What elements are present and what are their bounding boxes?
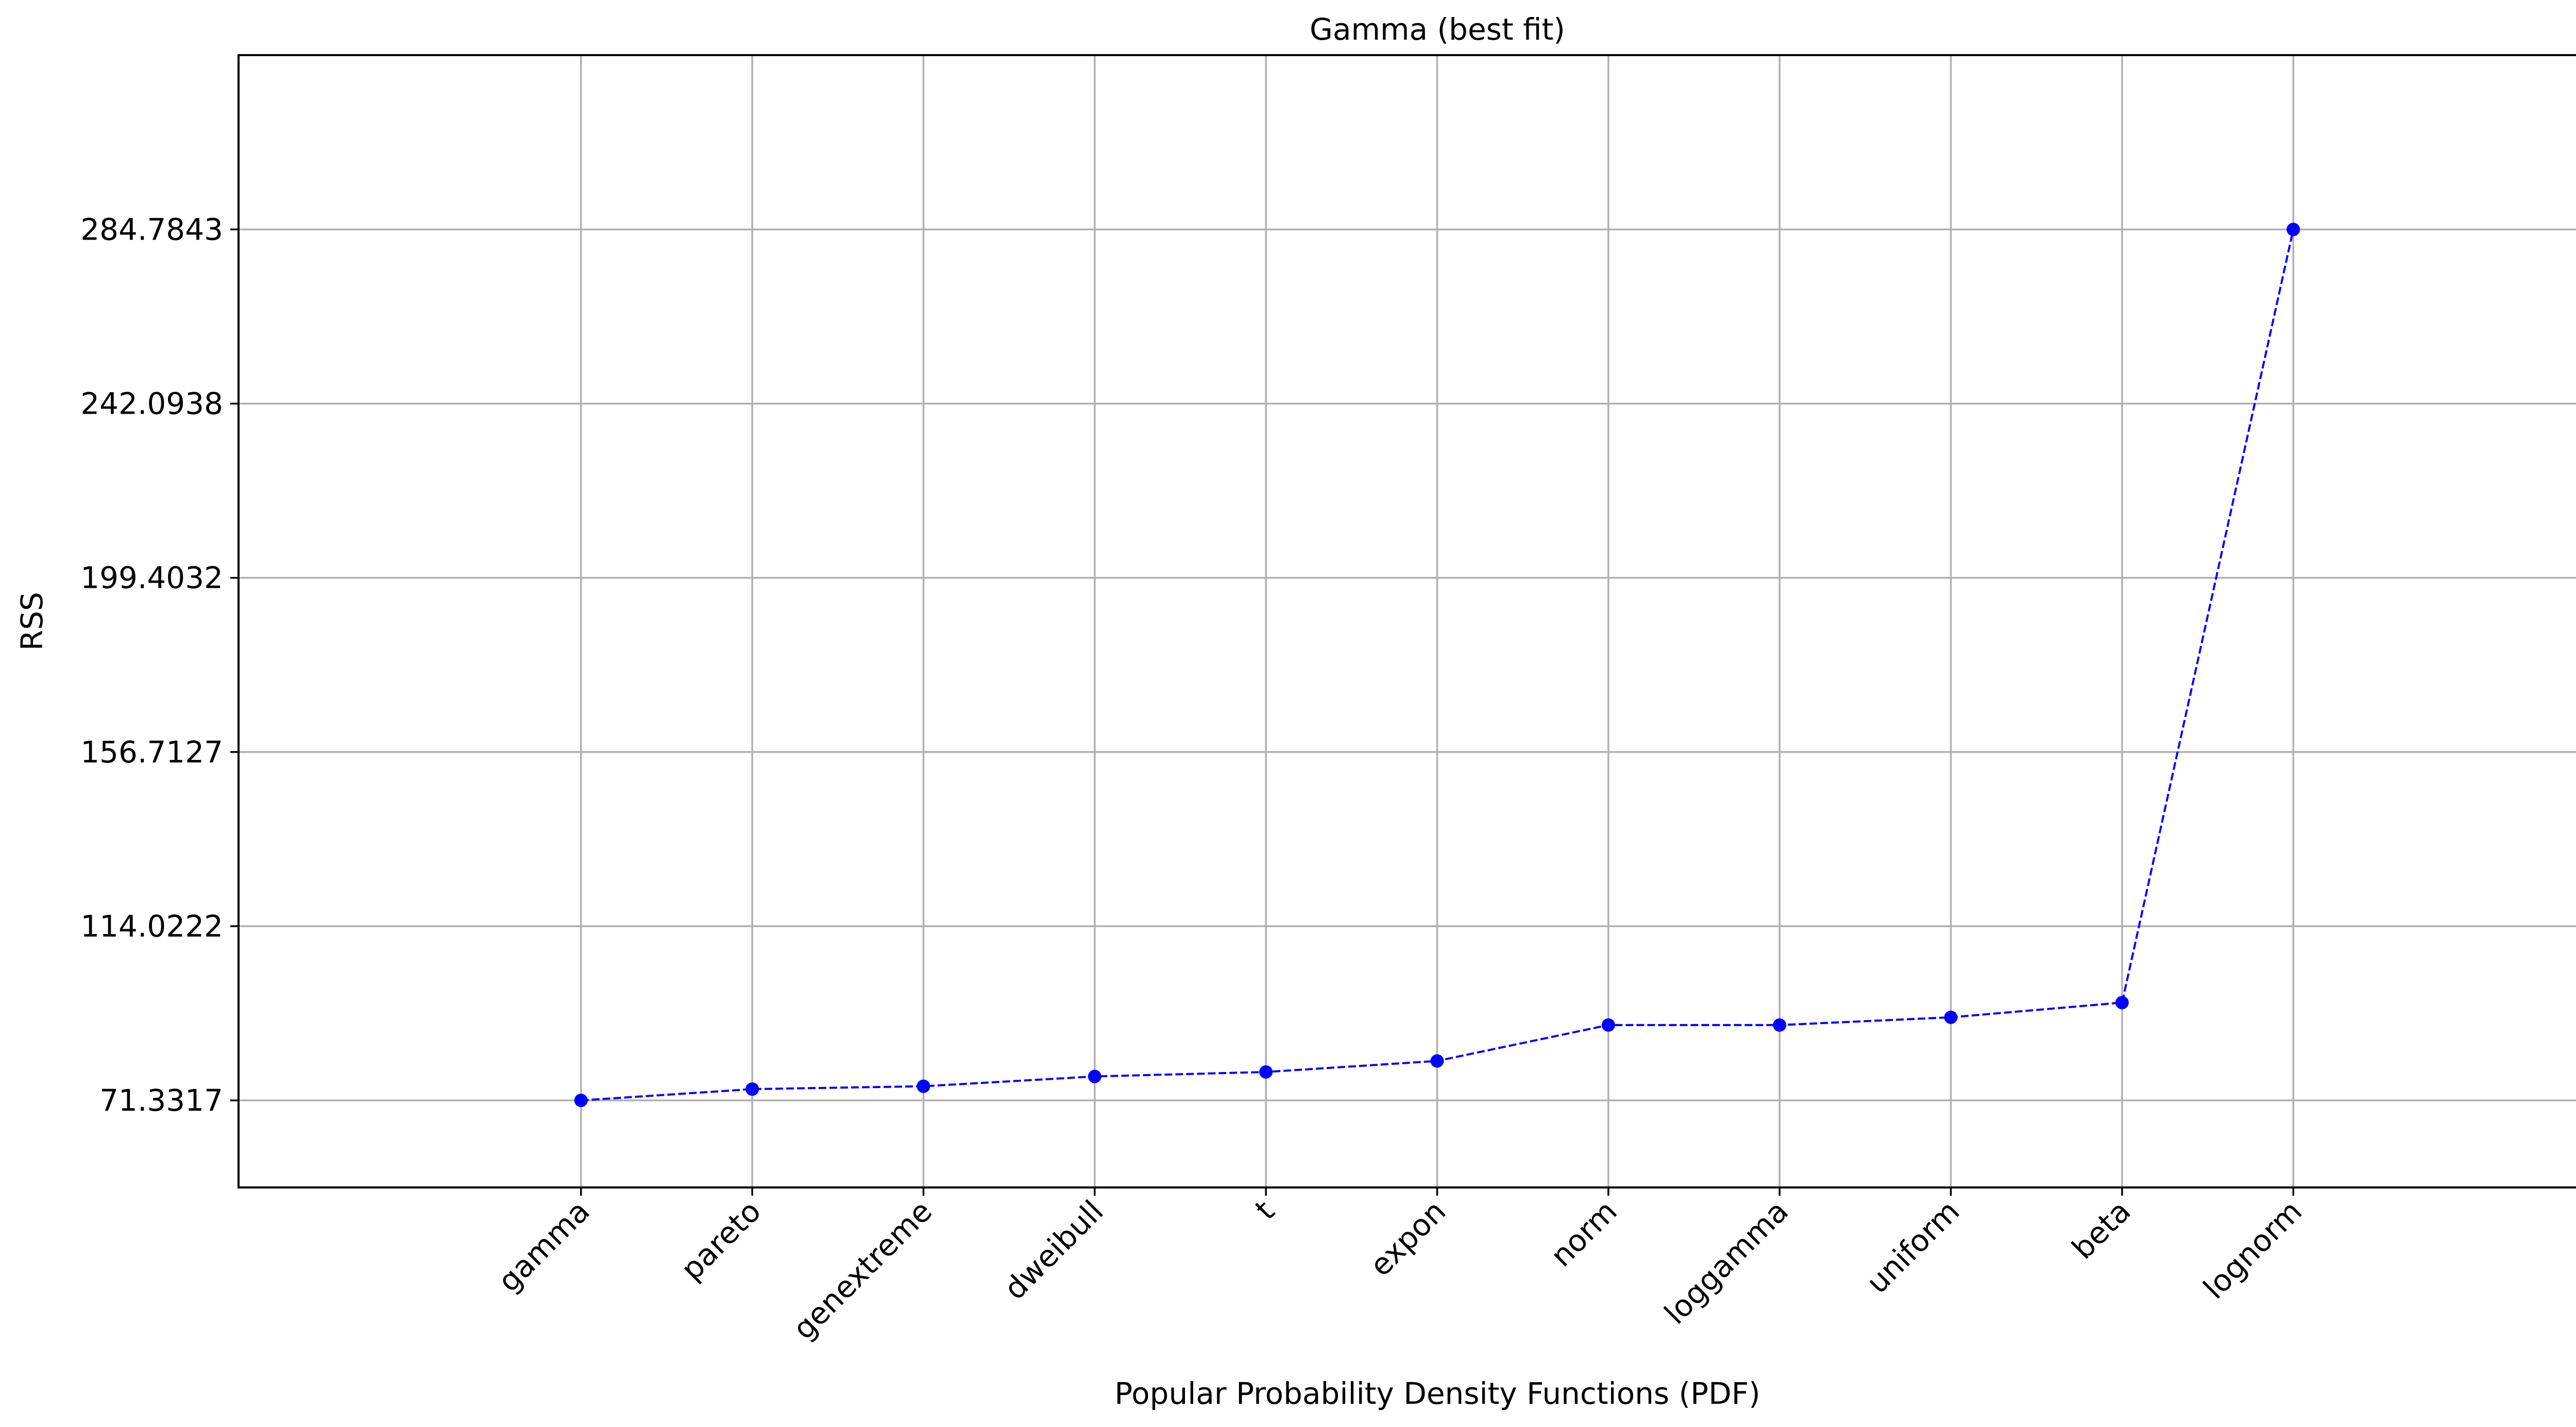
data-point xyxy=(1944,1010,1958,1024)
chart-title: Gamma (best fit) xyxy=(1310,12,1565,47)
data-point xyxy=(917,1079,930,1093)
y-tick-label: 242.0938 xyxy=(80,386,223,421)
data-point xyxy=(1259,1065,1273,1079)
series xyxy=(574,223,2300,1108)
y-tick-label: 199.4032 xyxy=(80,560,223,596)
x-tick-label: norm xyxy=(1544,1194,1623,1273)
y-axis: 71.3317 114.0222 156.7127 199.4032 242.0938 2… xyxy=(80,212,239,1118)
data-point xyxy=(2115,996,2129,1010)
x-tick-label: beta xyxy=(2065,1194,2138,1266)
plot-frame xyxy=(238,54,2576,1188)
x-tick-label: lognorm xyxy=(2196,1194,2309,1306)
y-axis-label: RSS xyxy=(14,592,49,651)
x-tick-label: gamma xyxy=(491,1194,596,1299)
data-point xyxy=(574,1094,588,1108)
y-tick-label: 284.7843 xyxy=(80,212,223,247)
y-tick-label: 156.7127 xyxy=(80,735,223,770)
x-tick-label: t xyxy=(1248,1194,1281,1227)
data-point xyxy=(1088,1069,1101,1083)
data-point xyxy=(1773,1018,1787,1032)
y-tick-label: 114.0222 xyxy=(80,909,223,944)
data-point xyxy=(1430,1054,1444,1068)
data-point xyxy=(745,1082,759,1096)
x-tick-label: expon xyxy=(1363,1194,1452,1283)
x-tick-label: pareto xyxy=(674,1194,768,1287)
y-tick-label: 71.3317 xyxy=(99,1083,223,1118)
x-tick-label: loggamma xyxy=(1657,1194,1795,1331)
x-axis: gamma pareto genextreme dweibull t expon norm l… xyxy=(491,1187,2309,1346)
data-point xyxy=(1601,1018,1615,1032)
x-tick-label: uniform xyxy=(1859,1194,1966,1300)
data-point xyxy=(2286,223,2300,236)
x-tick-label: dweibull xyxy=(997,1194,1110,1306)
grid xyxy=(239,55,2576,1187)
x-tick-label: genextreme xyxy=(786,1194,939,1347)
x-axis-label: Popular Probability Density Functions (P… xyxy=(1114,1376,1760,1411)
